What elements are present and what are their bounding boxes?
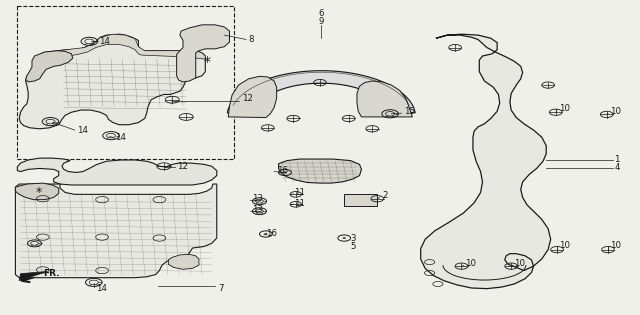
Text: 15: 15 (404, 107, 415, 116)
Text: 5: 5 (351, 242, 356, 251)
Text: 10: 10 (559, 241, 570, 250)
Text: 2: 2 (383, 191, 388, 200)
Polygon shape (228, 76, 276, 117)
Bar (344, 194, 378, 206)
Text: *: * (203, 55, 210, 69)
Text: 10: 10 (610, 107, 621, 116)
Text: 8: 8 (248, 35, 254, 44)
Text: 14: 14 (115, 133, 126, 142)
Polygon shape (177, 25, 230, 82)
Polygon shape (357, 81, 412, 117)
Text: 16: 16 (266, 229, 277, 238)
Polygon shape (19, 272, 47, 281)
Polygon shape (26, 51, 73, 82)
Circle shape (284, 172, 287, 173)
Polygon shape (227, 71, 415, 113)
Text: 3: 3 (351, 233, 356, 243)
Text: 10: 10 (465, 259, 476, 268)
Text: 10: 10 (610, 241, 621, 250)
Polygon shape (43, 34, 205, 59)
Polygon shape (278, 159, 362, 183)
Polygon shape (17, 158, 217, 185)
Circle shape (264, 233, 268, 235)
Text: 12: 12 (177, 162, 188, 171)
Text: *: * (35, 186, 42, 199)
Text: 14: 14 (99, 37, 110, 46)
Polygon shape (19, 34, 205, 129)
Polygon shape (420, 34, 550, 289)
Polygon shape (168, 254, 199, 269)
Text: 14: 14 (77, 125, 88, 135)
Text: 9: 9 (319, 17, 324, 26)
Text: 6: 6 (319, 9, 324, 18)
Text: 11: 11 (294, 188, 305, 197)
Text: 11: 11 (294, 199, 305, 208)
Text: 16: 16 (276, 166, 287, 175)
Text: 13: 13 (252, 194, 263, 203)
Text: 4: 4 (614, 163, 620, 172)
Text: 14: 14 (96, 284, 107, 293)
Bar (17, 6, 234, 159)
Text: 12: 12 (242, 94, 253, 103)
Polygon shape (15, 183, 59, 200)
Text: FR.: FR. (43, 269, 60, 278)
Text: 7: 7 (218, 284, 223, 293)
Text: 10: 10 (559, 104, 570, 113)
Text: 1: 1 (614, 155, 620, 163)
Circle shape (342, 237, 346, 239)
Text: 10: 10 (515, 259, 525, 268)
Text: 13: 13 (252, 205, 263, 215)
Polygon shape (15, 184, 217, 278)
